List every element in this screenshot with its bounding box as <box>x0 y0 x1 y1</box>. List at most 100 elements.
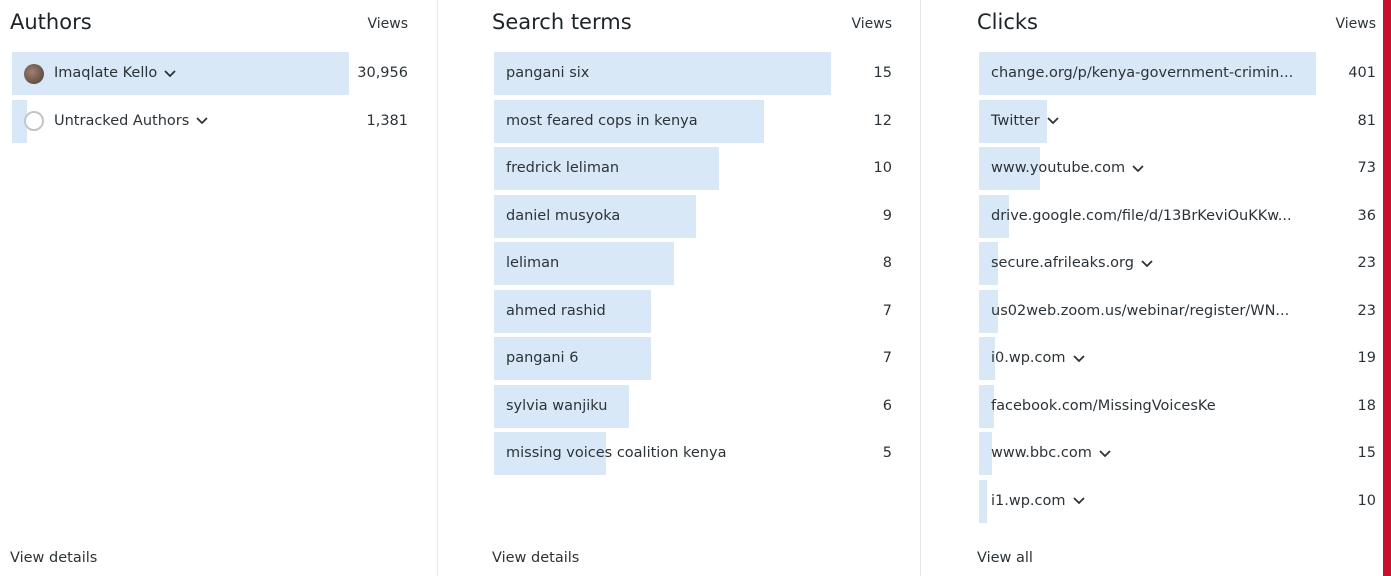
row-value: 5 <box>882 445 892 461</box>
row-label[interactable]: daniel musyoka <box>506 195 620 238</box>
text: leliman <box>506 255 560 271</box>
text: facebook.com/MissingVoicesKe <box>991 397 1216 414</box>
bar <box>494 147 719 190</box>
bar <box>494 384 629 428</box>
text: ahmed rashid <box>506 302 606 319</box>
row-value: 12 <box>873 112 892 129</box>
bar <box>979 384 995 428</box>
text: pangani 6 <box>506 350 579 366</box>
row-label[interactable]: drive.google.com/file/d/13BrKeviOuKKw... <box>991 195 1292 238</box>
row-value: 23 <box>1357 255 1376 271</box>
bar <box>979 432 992 475</box>
row-label[interactable]: secure.afrileaks.org <box>991 242 1154 285</box>
row-label[interactable]: Untracked Authors <box>24 100 209 143</box>
row-value: 7 <box>882 350 892 366</box>
row-label[interactable]: most feared cops in kenya <box>506 100 698 143</box>
row-label[interactable]: change.org/p/kenya-government-crimin... <box>991 52 1293 95</box>
row-value: 18 <box>1357 397 1376 414</box>
chevron[interactable] <box>1098 449 1112 459</box>
row-label[interactable]: missing voices coalition kenya <box>506 432 726 475</box>
bar <box>979 289 999 333</box>
bar <box>494 337 652 380</box>
bar <box>494 289 652 333</box>
text: most feared cops in kenya <box>506 112 698 129</box>
bar <box>979 337 995 380</box>
panel-title: Search terms <box>492 10 632 34</box>
panel-title: Authors <box>10 10 92 34</box>
text: Imaqlate Kello <box>54 65 158 81</box>
row-value: 15 <box>873 65 892 81</box>
chevron[interactable] <box>1046 116 1060 126</box>
avatar <box>24 63 44 84</box>
text: pangani six <box>506 65 590 81</box>
bar <box>494 242 674 285</box>
row-label[interactable]: pangani 6 <box>506 337 578 380</box>
row-label[interactable]: us02web.zoom.us/webinar/register/WN... <box>991 290 1289 333</box>
column-header: Views <box>851 16 892 32</box>
bar <box>979 99 1048 143</box>
row-value: 19 <box>1357 350 1376 366</box>
text: us02web.zoom.us/webinar/register/WN... <box>991 302 1290 319</box>
text: www.bbc.com <box>991 445 1092 461</box>
chevron[interactable] <box>195 116 209 126</box>
row-value: 9 <box>882 207 892 224</box>
chevron[interactable] <box>1131 164 1145 174</box>
row-label[interactable]: www.youtube.com <box>991 147 1145 190</box>
row-value: 81 <box>1357 112 1376 129</box>
row-label[interactable]: fredrick leliman <box>506 147 619 190</box>
bar <box>494 194 697 238</box>
row-value: 7 <box>882 302 892 319</box>
footer-link[interactable]: View all <box>977 550 1033 566</box>
row-label[interactable]: www.bbc.com <box>991 432 1112 475</box>
avatar <box>24 111 44 131</box>
row-value: 36 <box>1357 207 1376 224</box>
row-value: 1,381 <box>366 112 408 129</box>
footer-link[interactable]: View details <box>492 550 580 566</box>
panel-title: Clicks <box>977 10 1038 34</box>
row-label[interactable]: Twitter <box>991 100 1060 143</box>
text: drive.google.com/file/d/13BrKeviOuKKw... <box>991 207 1292 224</box>
chevron[interactable] <box>1072 354 1086 364</box>
edge-strip <box>1383 0 1391 576</box>
bar <box>979 52 1316 95</box>
row-value: 30,956 <box>357 65 408 81</box>
chevron[interactable] <box>1072 496 1086 506</box>
text: daniel musyoka <box>506 207 621 224</box>
row-label[interactable]: facebook.com/MissingVoicesKe <box>991 385 1216 428</box>
bar <box>979 194 1010 238</box>
row-label[interactable]: pangani six <box>506 52 589 95</box>
text: www.youtube.com <box>991 160 1126 176</box>
bar <box>12 52 349 95</box>
bar <box>979 147 1041 190</box>
bar <box>12 99 28 143</box>
text: i1.wp.com <box>991 492 1066 509</box>
text: fredrick leliman <box>506 160 620 176</box>
divider <box>920 0 921 576</box>
chevron[interactable] <box>1140 259 1154 269</box>
text: i0.wp.com <box>991 350 1066 366</box>
bar <box>979 479 988 523</box>
row-label[interactable]: ahmed rashid <box>506 290 606 333</box>
chevron[interactable] <box>163 69 177 79</box>
bar <box>494 99 764 143</box>
row-label[interactable]: i1.wp.com <box>991 480 1086 523</box>
row-label[interactable]: i0.wp.com <box>991 337 1086 380</box>
text: missing voices coalition kenya <box>506 445 727 461</box>
row-value: 401 <box>1348 65 1376 81</box>
text: secure.afrileaks.org <box>991 255 1134 271</box>
column-header: Views <box>367 16 408 32</box>
row-label[interactable]: Imaqlate Kello <box>24 52 177 95</box>
bar <box>494 432 607 475</box>
bar <box>979 242 999 285</box>
row-label[interactable]: leliman <box>506 242 559 285</box>
row-value: 10 <box>873 160 892 176</box>
row-value: 10 <box>1357 492 1376 509</box>
row-label[interactable]: sylvia wanjiku <box>506 385 607 428</box>
row-value: 6 <box>882 397 892 414</box>
row-value: 73 <box>1357 160 1376 176</box>
bar <box>494 52 831 95</box>
row-value: 15 <box>1357 445 1376 461</box>
text: change.org/p/kenya-government-crimin... <box>991 65 1294 81</box>
footer-link[interactable]: View details <box>10 550 98 566</box>
